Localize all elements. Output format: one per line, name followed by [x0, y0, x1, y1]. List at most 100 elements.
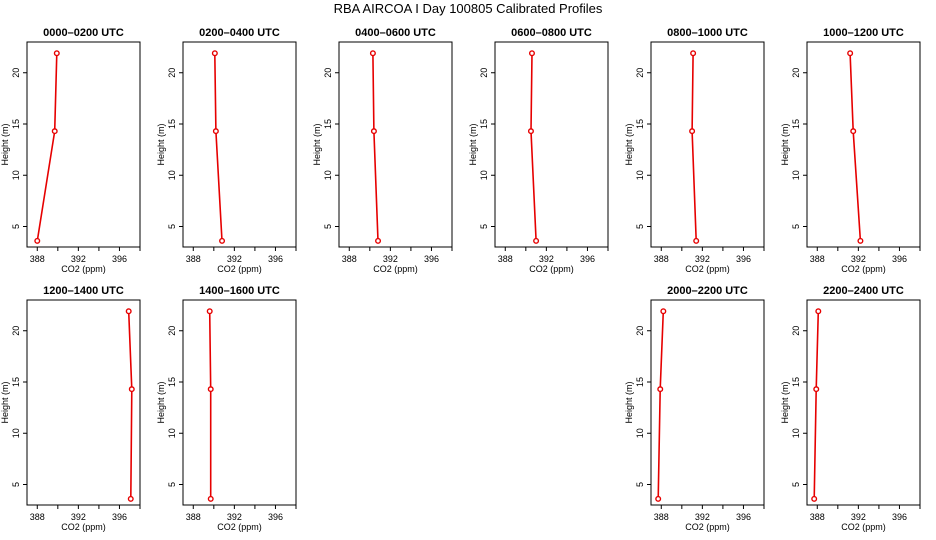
y-tick-label: 10	[635, 170, 645, 180]
profile-point	[128, 386, 135, 393]
x-tick-label: 392	[71, 254, 86, 264]
profile-panel: 0600–0800 UTC 388 392 396 5 10 15 20 CO2 (ppm) He…	[468, 27, 609, 274]
y-tick-label: 15	[323, 119, 333, 129]
y-tick-label: 20	[791, 326, 801, 336]
x-tick-label: 388	[810, 512, 825, 522]
x-tick-label: 388	[810, 254, 825, 264]
plot-frame	[26, 299, 141, 506]
panel-title: 2000–2200 UTC	[667, 285, 748, 297]
y-tick-label: 10	[791, 170, 801, 180]
x-tick-label: 392	[227, 512, 242, 522]
plot-frame	[494, 41, 609, 248]
x-tick-label: 396	[112, 254, 127, 264]
profile-point	[212, 128, 219, 135]
figure-title: RBA AIRCOA I Day 100805 Calibrated Profi…	[334, 1, 603, 16]
y-tick-label: 20	[635, 68, 645, 78]
y-axis-label: Height (m)	[468, 123, 478, 165]
profile-point	[127, 495, 134, 502]
y-tick-label: 10	[323, 170, 333, 180]
y-axis-label: Height (m)	[312, 123, 322, 165]
profile-point	[857, 237, 864, 244]
profile-point	[689, 128, 696, 135]
y-axis-label: Height (m)	[0, 123, 10, 165]
y-tick-label: 10	[11, 428, 21, 438]
x-tick-label: 392	[695, 512, 710, 522]
profile-point	[533, 237, 540, 244]
x-tick-label: 388	[186, 254, 201, 264]
profile-point	[657, 386, 664, 393]
x-tick-label: 396	[268, 512, 283, 522]
profile-line	[127, 311, 133, 499]
profile-point	[370, 128, 377, 135]
profile-point	[207, 495, 214, 502]
profile-point	[811, 495, 818, 502]
y-tick-label: 20	[791, 68, 801, 78]
profile-point	[375, 237, 382, 244]
y-tick-label: 15	[635, 377, 645, 387]
x-tick-label: 396	[580, 254, 595, 264]
x-tick-label: 392	[851, 254, 866, 264]
y-tick-label: 5	[167, 482, 177, 487]
panel-title: 1400–1600 UTC	[199, 285, 280, 297]
y-tick-label: 10	[635, 428, 645, 438]
profile-point	[219, 237, 226, 244]
y-axis-label: Height (m)	[156, 123, 166, 165]
y-axis-label: Height (m)	[624, 381, 634, 423]
panel-title: 0200–0400 UTC	[199, 27, 280, 39]
y-tick-label: 15	[11, 119, 21, 129]
x-tick-label: 388	[654, 512, 669, 522]
x-tick-label: 388	[30, 512, 45, 522]
y-tick-label: 15	[479, 119, 489, 129]
profile-line	[849, 53, 862, 241]
plot-frame	[182, 299, 297, 506]
x-tick-label: 392	[71, 512, 86, 522]
y-tick-label: 15	[635, 119, 645, 129]
profile-point	[655, 495, 662, 502]
x-tick-label: 396	[112, 512, 127, 522]
y-tick-label: 15	[791, 377, 801, 387]
x-axis-label: CO2 (ppm)	[217, 522, 262, 532]
profile-point	[206, 308, 213, 315]
x-tick-label: 396	[892, 254, 907, 264]
profile-point	[53, 50, 60, 57]
panel-title: 1200–1400 UTC	[43, 285, 124, 297]
x-tick-label: 388	[498, 254, 513, 264]
x-axis-label: CO2 (ppm)	[841, 522, 886, 532]
plot-frame	[650, 299, 765, 506]
x-axis-label: CO2 (ppm)	[841, 264, 886, 274]
x-axis-label: CO2 (ppm)	[529, 264, 574, 274]
panel-title: 2200–2400 UTC	[823, 285, 904, 297]
y-tick-label: 10	[11, 170, 21, 180]
x-tick-label: 388	[186, 512, 201, 522]
profile-panel: 0800–1000 UTC 388 392 396 5 10 15 20 CO2 (ppm) He…	[624, 27, 765, 274]
y-tick-label: 20	[11, 68, 21, 78]
profile-line	[36, 53, 58, 241]
profile-point	[527, 128, 534, 135]
y-tick-label: 5	[11, 482, 21, 487]
y-tick-label: 10	[167, 170, 177, 180]
profile-point	[34, 237, 41, 244]
profile-panel: 2200–2400 UTC 388 392 396 5 10 15 20 CO2 (ppm) He…	[780, 285, 921, 532]
y-tick-label: 5	[323, 224, 333, 229]
y-tick-label: 5	[11, 224, 21, 229]
x-tick-label: 396	[736, 254, 751, 264]
panel-title: 0600–0800 UTC	[511, 27, 592, 39]
y-tick-label: 5	[791, 224, 801, 229]
panel-title: 1000–1200 UTC	[823, 27, 904, 39]
x-tick-label: 392	[383, 254, 398, 264]
y-tick-label: 15	[11, 377, 21, 387]
x-tick-label: 396	[424, 254, 439, 264]
y-axis-label: Height (m)	[0, 381, 10, 423]
plot-frame	[26, 41, 141, 248]
x-axis-label: CO2 (ppm)	[373, 264, 418, 274]
profile-point	[528, 50, 535, 57]
y-tick-label: 20	[479, 68, 489, 78]
x-tick-label: 392	[851, 512, 866, 522]
y-tick-label: 15	[167, 119, 177, 129]
x-tick-label: 396	[892, 512, 907, 522]
y-axis-label: Height (m)	[780, 123, 790, 165]
profile-line	[372, 53, 379, 241]
profile-panel: 1000–1200 UTC 388 392 396 5 10 15 20 CO2 (ppm) He…	[780, 27, 921, 274]
plot-frame	[806, 299, 921, 506]
